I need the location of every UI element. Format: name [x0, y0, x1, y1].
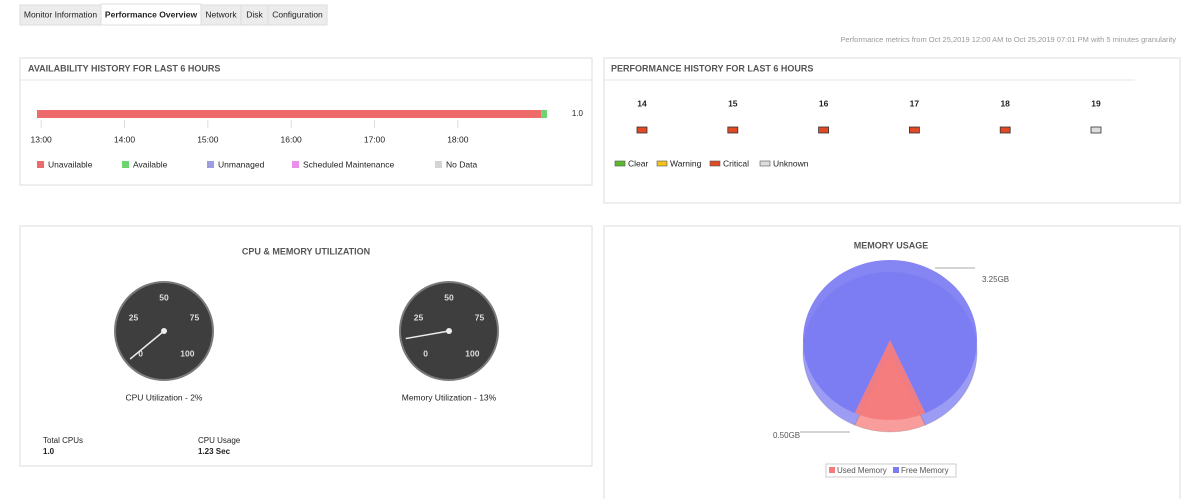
x-tick-label: 16:00 — [281, 134, 303, 144]
pie-slice — [803, 260, 978, 414]
status-mark — [636, 126, 648, 134]
tab[interactable] — [267, 4, 328, 26]
stat-label: Total CPUs — [43, 436, 83, 445]
status-mark — [909, 126, 920, 134]
row-label: 1.0 — [572, 109, 584, 118]
x-tick-label: 16 — [819, 98, 829, 108]
value-label: 0.50GB — [773, 431, 800, 440]
legend-box — [825, 463, 957, 478]
x-tick-label: 17 — [910, 98, 920, 108]
legend-label: Free Memory — [901, 466, 949, 475]
legend-label: No Data — [446, 159, 477, 169]
status-mark — [1090, 126, 1102, 134]
legend-swatch — [656, 160, 668, 167]
legend-swatch — [122, 161, 129, 168]
stat-value: 1.0 — [43, 447, 55, 456]
gauge-needle — [405, 330, 450, 340]
legend-swatch — [292, 161, 299, 168]
legend-swatch — [207, 161, 214, 168]
gauge-hub — [446, 328, 452, 334]
panel-title: PERFORMANCE HISTORY FOR LAST 6 HOURS — [611, 63, 813, 73]
x-tick-label: 14:00 — [114, 134, 136, 144]
legend-swatch — [435, 161, 442, 168]
panel — [19, 57, 593, 186]
legend-swatch — [893, 467, 899, 473]
panel — [19, 225, 593, 467]
gauge-tick-label: 50 — [159, 292, 169, 302]
x-tick-label: 17:00 — [364, 134, 386, 144]
gauge-hub — [161, 328, 167, 334]
legend-label: Used Memory — [837, 466, 887, 475]
stat-value: 1.23 Sec — [198, 447, 231, 456]
gauge-tick-label: 75 — [475, 313, 485, 323]
legend-swatch — [37, 161, 44, 168]
tab-label: Network — [205, 9, 237, 19]
availability-segment — [541, 110, 547, 118]
legend-swatch — [759, 160, 771, 167]
x-tick-label: 14 — [637, 98, 647, 108]
panel-title: AVAILABILITY HISTORY FOR LAST 6 HOURS — [28, 63, 220, 73]
gauge-tick-label: 0 — [138, 349, 143, 359]
tab-label: Monitor Information — [24, 9, 97, 19]
gauge-tick-label: 0 — [423, 349, 428, 359]
x-tick-label: 15:00 — [197, 134, 219, 144]
legend-label: Clear — [628, 158, 648, 168]
gauge-tick-label: 100 — [180, 349, 194, 359]
legend-swatch — [709, 160, 721, 167]
x-tick-label: 15 — [728, 98, 738, 108]
panel-title: CPU & MEMORY UTILIZATION — [242, 246, 370, 256]
gauge-tick-label: 50 — [444, 292, 454, 302]
legend-label: Critical — [723, 158, 749, 168]
x-tick-label: 13:00 — [31, 134, 53, 144]
panel — [603, 57, 1181, 204]
gauge-tick-label: 25 — [414, 313, 424, 323]
note: Performance metrics from Oct 25,2019 12:… — [840, 35, 1176, 44]
legend-label: Unavailable — [48, 159, 93, 169]
gauge-label: CPU Utilization - 2% — [126, 392, 203, 402]
status-mark — [818, 126, 829, 134]
stat-label: CPU Usage — [198, 436, 241, 445]
value-label: 3.25GB — [982, 275, 1009, 284]
legend-swatch — [829, 467, 835, 473]
x-tick-label: 19 — [1091, 98, 1101, 108]
legend-label: Scheduled Maintenance — [303, 159, 394, 169]
status-mark — [999, 126, 1011, 134]
gauge-tick-label: 100 — [465, 349, 479, 359]
legend-swatch — [614, 160, 626, 167]
tab-label: Configuration — [272, 9, 323, 19]
tab-label: Performance Overview — [105, 9, 198, 19]
legend-label: Warning — [670, 158, 702, 168]
gauge-label: Memory Utilization - 13% — [402, 392, 497, 402]
tab-label: Disk — [246, 9, 263, 19]
legend-label: Unknown — [773, 158, 809, 168]
legend-label: Available — [133, 159, 168, 169]
x-tick-label: 18 — [1000, 98, 1010, 108]
gauge-needle — [129, 330, 165, 360]
legend-label: Unmanaged — [218, 159, 265, 169]
gauge-tick-label: 75 — [190, 313, 200, 323]
gauge-tick-label: 25 — [129, 313, 139, 323]
availability-segment — [37, 110, 542, 118]
x-tick-label: 18:00 — [447, 134, 469, 144]
pie-slice — [854, 340, 926, 421]
status-mark — [727, 126, 739, 134]
panel-title: MEMORY USAGE — [854, 240, 929, 250]
